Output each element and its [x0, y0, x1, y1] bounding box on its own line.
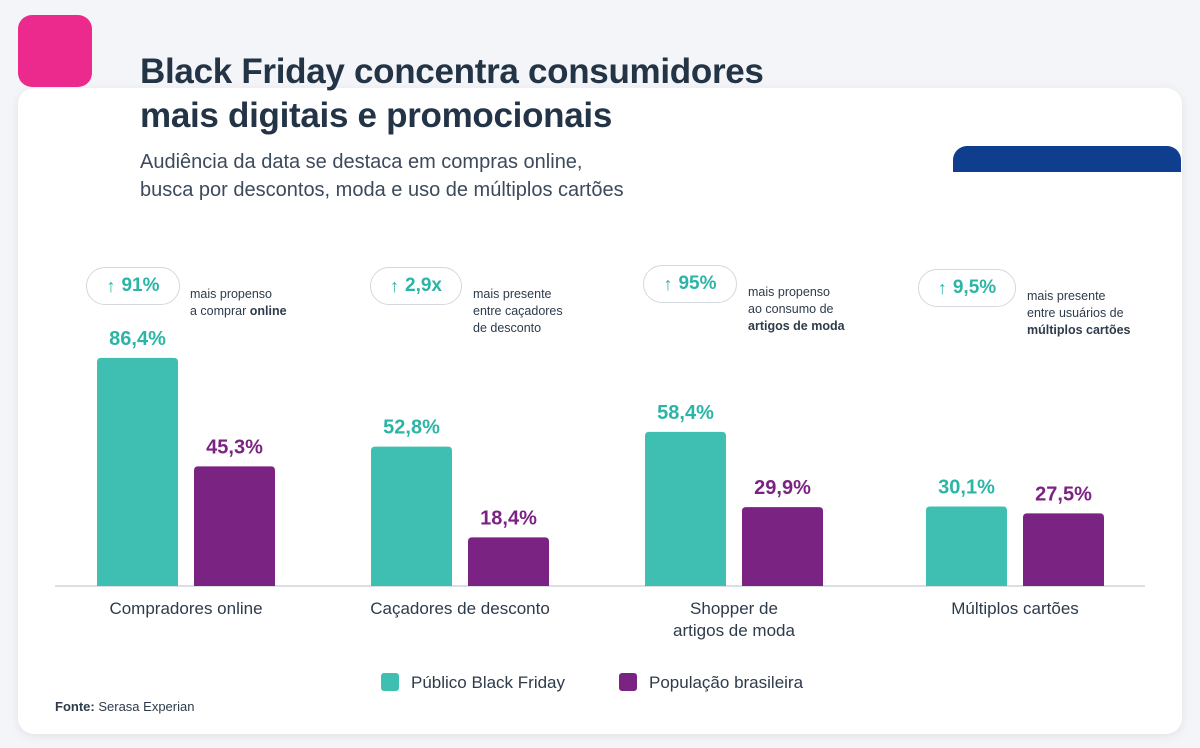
legend-swatch: [381, 673, 399, 691]
badge-compradores-online: ↑ 91%: [86, 267, 180, 305]
data-label: 29,9%: [754, 477, 811, 499]
source-value: Serasa Experian: [98, 699, 195, 714]
bars-group: 86,4% 45,3% Compradores online 52,8% 18,4% Ca…: [97, 328, 1104, 640]
data-label: 86,4%: [109, 328, 166, 350]
arrow-up-icon: ↑: [106, 275, 116, 296]
legend-label: Público Black Friday: [411, 673, 566, 692]
source-label: Fonte:: [55, 699, 95, 714]
data-label: 45,3%: [206, 436, 263, 458]
bar-publico-black-friday: [97, 357, 178, 586]
badge-artigos-moda: ↑ 95%: [643, 265, 737, 303]
data-label: 18,4%: [480, 507, 537, 529]
badge-value: 95%: [678, 273, 717, 294]
badge-note-artigos-moda: mais propenso ao consumo de artigos de m…: [748, 285, 845, 333]
category-label: Caçadores de desconto: [370, 599, 550, 618]
data-label: 52,8%: [383, 417, 440, 439]
page-subtitle: Audiência da data se destaca em compras …: [140, 151, 624, 201]
badge-value: 9,5%: [952, 277, 997, 298]
data-label: 58,4%: [657, 402, 714, 424]
bar-populacao-brasileira: [468, 537, 549, 586]
data-label: 27,5%: [1035, 483, 1092, 505]
legend-label: População brasileira: [649, 673, 804, 692]
source-footer: Fonte: Serasa Experian: [55, 699, 194, 714]
bar-populacao-brasileira: [194, 466, 275, 586]
badge-note-cacadores-desconto: mais presente entre caçadores de descont…: [473, 287, 563, 335]
decorative-pink-square: [18, 15, 92, 87]
badge-multiplos-cartoes: ↑ 9,5%: [918, 269, 1016, 307]
legend: Público Black Friday População brasileira: [381, 673, 804, 692]
category-label: Shopper de: [690, 599, 778, 618]
category-label: Múltiplos cartões: [951, 599, 1079, 618]
bar-populacao-brasileira: [742, 507, 823, 586]
arrow-up-icon: ↑: [937, 277, 947, 298]
category-label: artigos de moda: [673, 621, 795, 640]
badge-note-compradores-online: mais propenso a comprar online: [190, 287, 287, 318]
badge-value: 91%: [121, 275, 160, 296]
bar-publico-black-friday: [926, 506, 1007, 586]
bar-populacao-brasileira: [1023, 513, 1104, 586]
badge-note-multiplos-cartoes: mais presente entre usuários de múltiplo…: [1027, 289, 1131, 337]
page-title: Black Friday concentra consumidores mais…: [140, 52, 764, 135]
bar-publico-black-friday: [645, 431, 726, 586]
badge-cacadores-desconto: ↑ 2,9x: [370, 267, 462, 305]
category-label: Compradores online: [109, 599, 262, 618]
badge-value: 2,9x: [405, 275, 442, 296]
arrow-up-icon: ↑: [390, 275, 399, 296]
legend-swatch: [619, 673, 637, 691]
chart-card: [18, 88, 1182, 734]
arrow-up-icon: ↑: [663, 273, 673, 294]
bar-publico-black-friday: [371, 446, 452, 586]
data-label: 30,1%: [938, 477, 995, 499]
decorative-blue-tab: [953, 146, 1181, 172]
